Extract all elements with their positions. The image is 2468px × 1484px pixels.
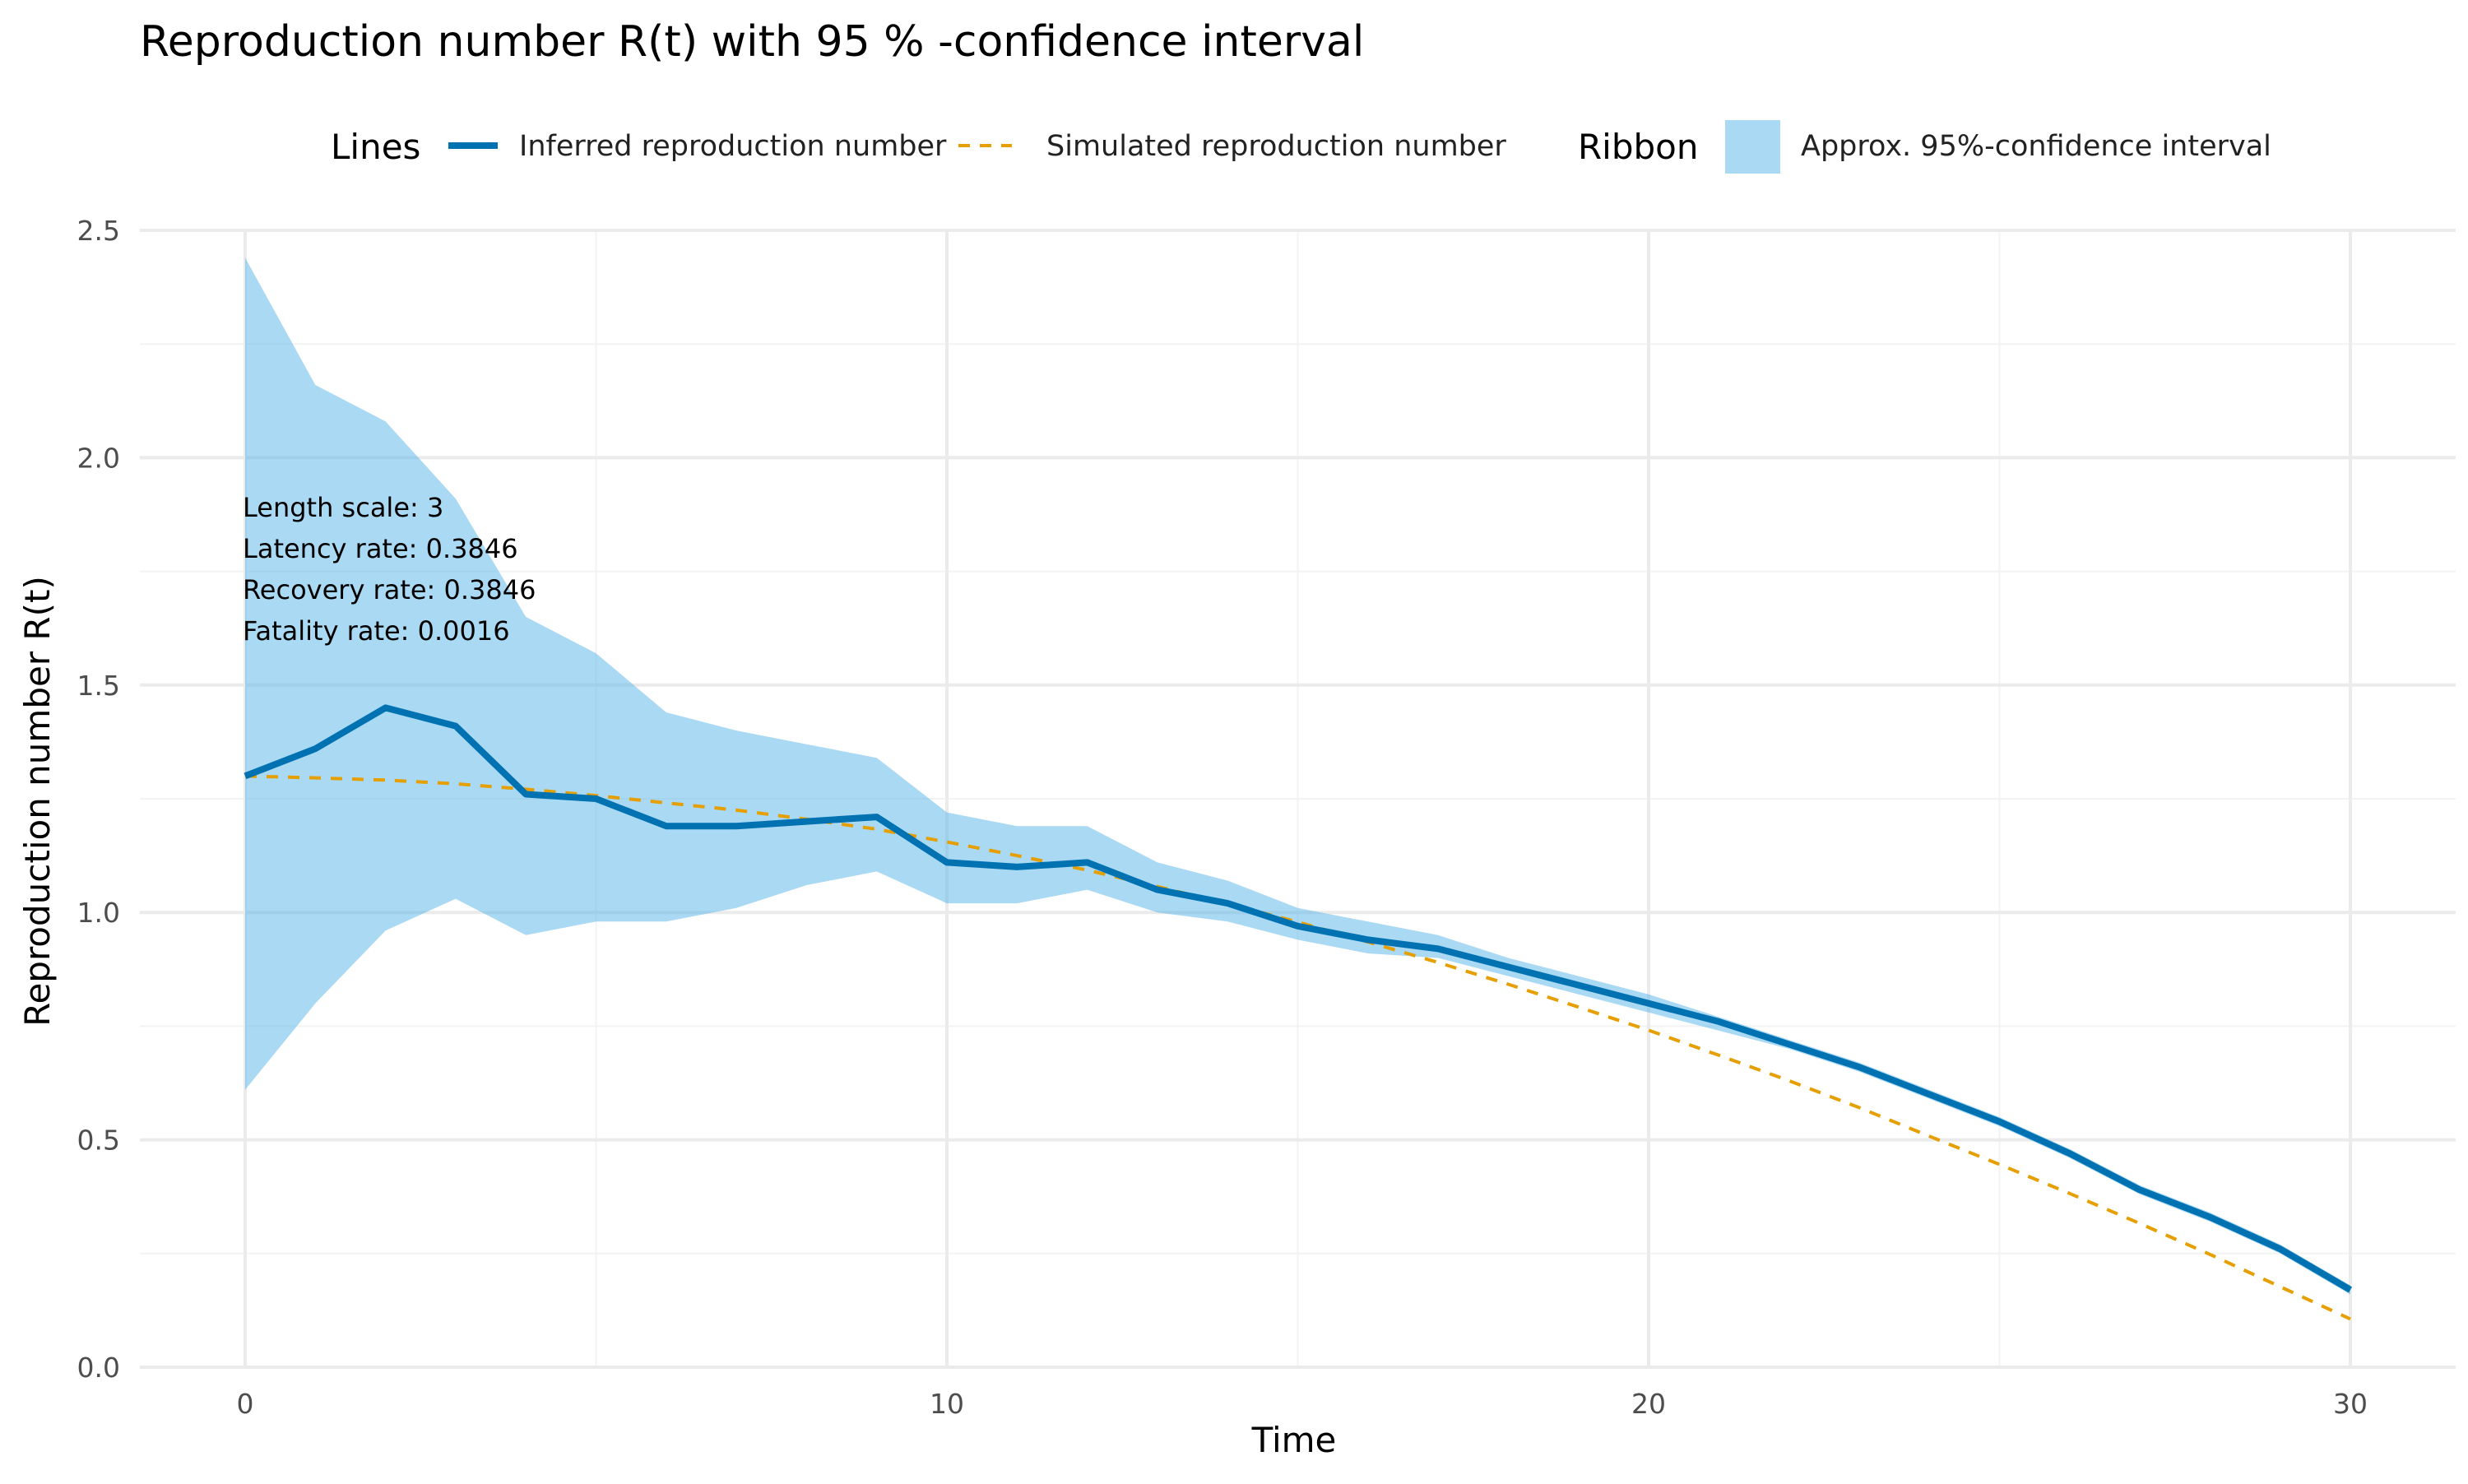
legend-label-simulated: Simulated reproduction number bbox=[1046, 130, 1506, 163]
x-tick-label: 20 bbox=[1631, 1388, 1666, 1420]
y-tick-label: 2.0 bbox=[77, 442, 120, 474]
y-tick-label: 1.0 bbox=[77, 897, 120, 929]
legend-key-ribbon bbox=[1725, 120, 1780, 174]
parameter-annotation: Length scale: 3 Latency rate: 0.3846 Rec… bbox=[243, 492, 536, 647]
legend-title-ribbon: Ribbon bbox=[1578, 127, 1699, 167]
x-tick-label: 0 bbox=[236, 1388, 253, 1420]
annotation-length-scale: Length scale: 3 bbox=[243, 492, 443, 523]
legend-label-inferred: Inferred reproduction number bbox=[519, 130, 947, 163]
y-tick-label: 1.5 bbox=[77, 670, 120, 702]
legend-title-lines: Lines bbox=[331, 127, 420, 167]
x-tick-label: 30 bbox=[2333, 1388, 2368, 1420]
annotation-recovery-rate: Recovery rate: 0.3846 bbox=[243, 574, 536, 605]
tick-labels: 0 10 20 30 0.0 0.5 1.0 1.5 2.0 2.5 bbox=[77, 215, 2368, 1420]
legend: Lines Inferred reproduction number Simul… bbox=[331, 120, 2271, 174]
y-tick-label: 0.5 bbox=[77, 1125, 120, 1157]
annotation-latency-rate: Latency rate: 0.3846 bbox=[243, 533, 518, 564]
legend-label-ribbon: Approx. 95%-confidence interval bbox=[1801, 130, 2271, 163]
y-axis-label: Reproduction number R(t) bbox=[17, 576, 58, 1027]
x-axis-label: Time bbox=[1251, 1420, 1337, 1460]
annotation-fatality-rate: Fatality rate: 0.0016 bbox=[243, 615, 510, 647]
x-tick-label: 10 bbox=[930, 1388, 964, 1420]
series-lines-layer bbox=[244, 704, 2353, 1321]
y-tick-label: 0.0 bbox=[77, 1352, 120, 1384]
inferred-reproduction-line bbox=[244, 704, 2353, 1293]
chart-title: Reproduction number R(t) with 95 % -conf… bbox=[140, 17, 1364, 67]
y-tick-label: 2.5 bbox=[77, 215, 120, 247]
